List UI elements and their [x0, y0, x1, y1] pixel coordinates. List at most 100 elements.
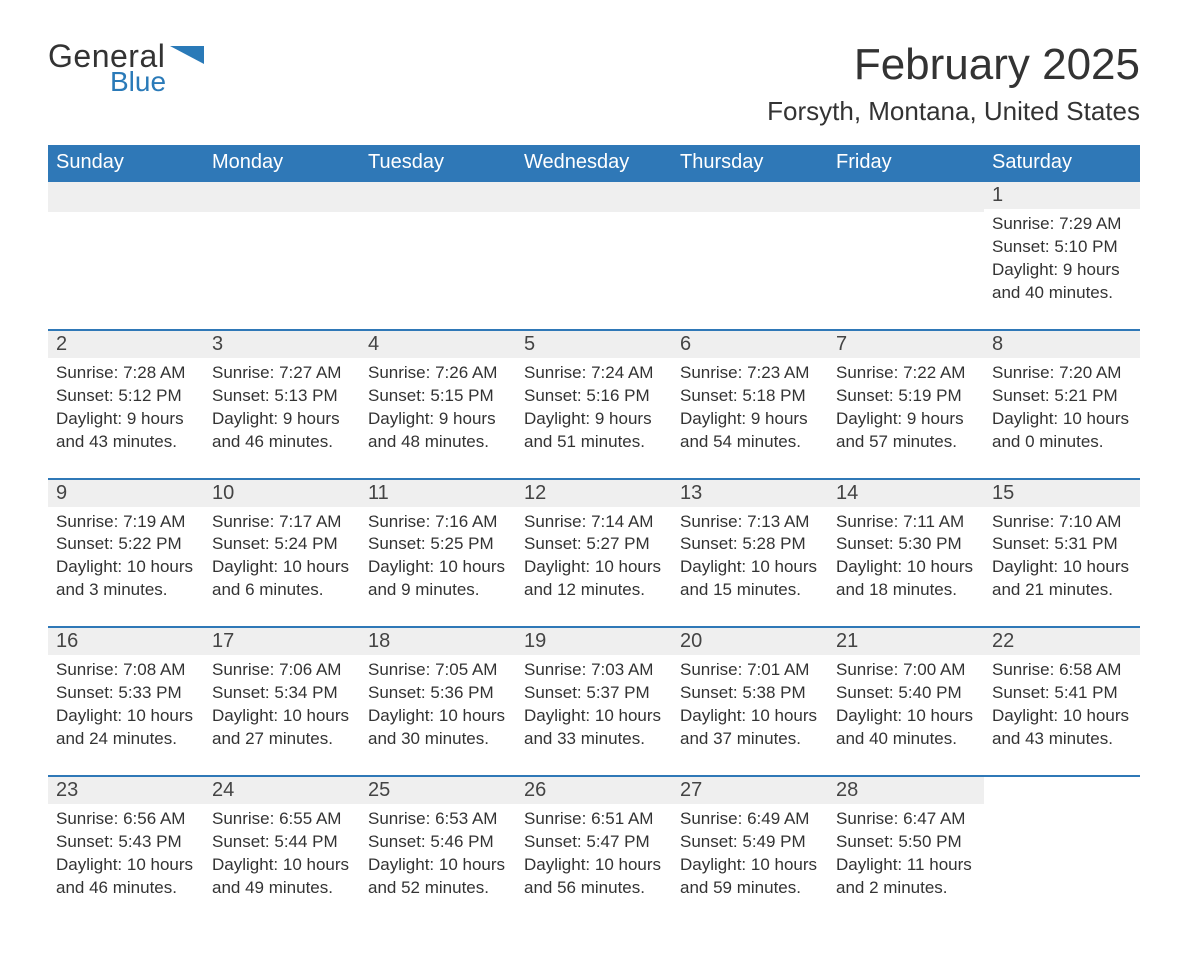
sunset-line: Sunset: 5:12 PM: [56, 385, 196, 408]
sunrise-line: Sunrise: 7:16 AM: [368, 511, 508, 534]
daylight-line: Daylight: 10 hours and 15 minutes.: [680, 556, 820, 602]
sunrise-line: Sunrise: 7:00 AM: [836, 659, 976, 682]
day-number: [828, 182, 984, 212]
calendar-cell: 26Sunrise: 6:51 AMSunset: 5:47 PMDayligh…: [516, 777, 672, 924]
calendar-cell: 12Sunrise: 7:14 AMSunset: 5:27 PMDayligh…: [516, 480, 672, 628]
day-number: 4: [360, 331, 516, 358]
weekday-header: Tuesday: [360, 145, 516, 182]
sunset-line: Sunset: 5:30 PM: [836, 533, 976, 556]
weekday-header: Saturday: [984, 145, 1140, 182]
sunrise-line: Sunrise: 7:22 AM: [836, 362, 976, 385]
calendar-cell: 11Sunrise: 7:16 AMSunset: 5:25 PMDayligh…: [360, 480, 516, 628]
day-body: Sunrise: 7:23 AMSunset: 5:18 PMDaylight:…: [680, 362, 820, 454]
flag-icon: [170, 46, 204, 75]
calendar-header-row: SundayMondayTuesdayWednesdayThursdayFrid…: [48, 145, 1140, 182]
day-body: Sunrise: 6:58 AMSunset: 5:41 PMDaylight:…: [992, 659, 1132, 751]
day-number: 13: [672, 480, 828, 507]
calendar-table: SundayMondayTuesdayWednesdayThursdayFrid…: [48, 145, 1140, 924]
daylight-line: Daylight: 10 hours and 40 minutes.: [836, 705, 976, 751]
daylight-line: Daylight: 10 hours and 12 minutes.: [524, 556, 664, 602]
calendar-week: 2Sunrise: 7:28 AMSunset: 5:12 PMDaylight…: [48, 331, 1140, 479]
day-number: 14: [828, 480, 984, 507]
daylight-line: Daylight: 10 hours and 37 minutes.: [680, 705, 820, 751]
logo-text: General Blue: [48, 40, 166, 96]
calendar-week: 23Sunrise: 6:56 AMSunset: 5:43 PMDayligh…: [48, 777, 1140, 924]
weekday-header: Thursday: [672, 145, 828, 182]
sunrise-line: Sunrise: 7:03 AM: [524, 659, 664, 682]
day-body: Sunrise: 7:10 AMSunset: 5:31 PMDaylight:…: [992, 511, 1132, 603]
weekday-header: Monday: [204, 145, 360, 182]
header: General Blue February 2025 Forsyth, Mont…: [48, 40, 1140, 127]
day-number: [984, 777, 1140, 807]
sunset-line: Sunset: 5:50 PM: [836, 831, 976, 854]
sunrise-line: Sunrise: 6:47 AM: [836, 808, 976, 831]
sunrise-line: Sunrise: 6:49 AM: [680, 808, 820, 831]
day-number: 24: [204, 777, 360, 804]
calendar-cell: 27Sunrise: 6:49 AMSunset: 5:49 PMDayligh…: [672, 777, 828, 924]
day-body: Sunrise: 7:22 AMSunset: 5:19 PMDaylight:…: [836, 362, 976, 454]
day-number: 3: [204, 331, 360, 358]
daylight-line: Daylight: 9 hours and 46 minutes.: [212, 408, 352, 454]
sunrise-line: Sunrise: 6:51 AM: [524, 808, 664, 831]
day-body: Sunrise: 7:19 AMSunset: 5:22 PMDaylight:…: [56, 511, 196, 603]
daylight-line: Daylight: 10 hours and 43 minutes.: [992, 705, 1132, 751]
daylight-line: Daylight: 11 hours and 2 minutes.: [836, 854, 976, 900]
day-number: [672, 182, 828, 212]
day-body: Sunrise: 7:29 AMSunset: 5:10 PMDaylight:…: [992, 213, 1132, 305]
page-title: February 2025: [767, 40, 1140, 90]
day-body: Sunrise: 7:28 AMSunset: 5:12 PMDaylight:…: [56, 362, 196, 454]
sunrise-line: Sunrise: 7:23 AM: [680, 362, 820, 385]
day-number: 6: [672, 331, 828, 358]
day-number: 10: [204, 480, 360, 507]
day-number: 19: [516, 628, 672, 655]
daylight-line: Daylight: 10 hours and 27 minutes.: [212, 705, 352, 751]
day-number: 23: [48, 777, 204, 804]
calendar-cell: [360, 182, 516, 330]
sunrise-line: Sunrise: 6:53 AM: [368, 808, 508, 831]
sunrise-line: Sunrise: 6:55 AM: [212, 808, 352, 831]
daylight-line: Daylight: 9 hours and 40 minutes.: [992, 259, 1132, 305]
sunrise-line: Sunrise: 7:19 AM: [56, 511, 196, 534]
day-number: [516, 182, 672, 212]
sunset-line: Sunset: 5:49 PM: [680, 831, 820, 854]
sunrise-line: Sunrise: 7:10 AM: [992, 511, 1132, 534]
sunrise-line: Sunrise: 7:11 AM: [836, 511, 976, 534]
calendar-cell: [672, 182, 828, 330]
daylight-line: Daylight: 10 hours and 56 minutes.: [524, 854, 664, 900]
sunset-line: Sunset: 5:24 PM: [212, 533, 352, 556]
calendar-cell: 25Sunrise: 6:53 AMSunset: 5:46 PMDayligh…: [360, 777, 516, 924]
calendar-cell: 28Sunrise: 6:47 AMSunset: 5:50 PMDayligh…: [828, 777, 984, 924]
page: General Blue February 2025 Forsyth, Mont…: [0, 0, 1188, 964]
weekday-header: Wednesday: [516, 145, 672, 182]
weekday-header: Sunday: [48, 145, 204, 182]
sunset-line: Sunset: 5:18 PM: [680, 385, 820, 408]
sunrise-line: Sunrise: 7:20 AM: [992, 362, 1132, 385]
calendar-cell: 17Sunrise: 7:06 AMSunset: 5:34 PMDayligh…: [204, 628, 360, 776]
daylight-line: Daylight: 10 hours and 24 minutes.: [56, 705, 196, 751]
sunset-line: Sunset: 5:37 PM: [524, 682, 664, 705]
day-body: Sunrise: 7:01 AMSunset: 5:38 PMDaylight:…: [680, 659, 820, 751]
weekday-header: Friday: [828, 145, 984, 182]
day-body: Sunrise: 7:05 AMSunset: 5:36 PMDaylight:…: [368, 659, 508, 751]
calendar-cell: 7Sunrise: 7:22 AMSunset: 5:19 PMDaylight…: [828, 331, 984, 479]
sunset-line: Sunset: 5:13 PM: [212, 385, 352, 408]
calendar-cell: [984, 777, 1140, 924]
day-number: 16: [48, 628, 204, 655]
sunset-line: Sunset: 5:27 PM: [524, 533, 664, 556]
sunset-line: Sunset: 5:47 PM: [524, 831, 664, 854]
sunset-line: Sunset: 5:28 PM: [680, 533, 820, 556]
sunrise-line: Sunrise: 7:05 AM: [368, 659, 508, 682]
calendar-week: 16Sunrise: 7:08 AMSunset: 5:33 PMDayligh…: [48, 628, 1140, 776]
calendar-cell: 21Sunrise: 7:00 AMSunset: 5:40 PMDayligh…: [828, 628, 984, 776]
day-body: Sunrise: 6:51 AMSunset: 5:47 PMDaylight:…: [524, 808, 664, 900]
sunset-line: Sunset: 5:44 PM: [212, 831, 352, 854]
day-body: Sunrise: 7:06 AMSunset: 5:34 PMDaylight:…: [212, 659, 352, 751]
calendar-cell: 19Sunrise: 7:03 AMSunset: 5:37 PMDayligh…: [516, 628, 672, 776]
sunset-line: Sunset: 5:10 PM: [992, 236, 1132, 259]
sunrise-line: Sunrise: 6:58 AM: [992, 659, 1132, 682]
sunset-line: Sunset: 5:46 PM: [368, 831, 508, 854]
day-number: 1: [984, 182, 1140, 209]
sunrise-line: Sunrise: 7:01 AM: [680, 659, 820, 682]
calendar-cell: 15Sunrise: 7:10 AMSunset: 5:31 PMDayligh…: [984, 480, 1140, 628]
calendar-cell: [828, 182, 984, 330]
